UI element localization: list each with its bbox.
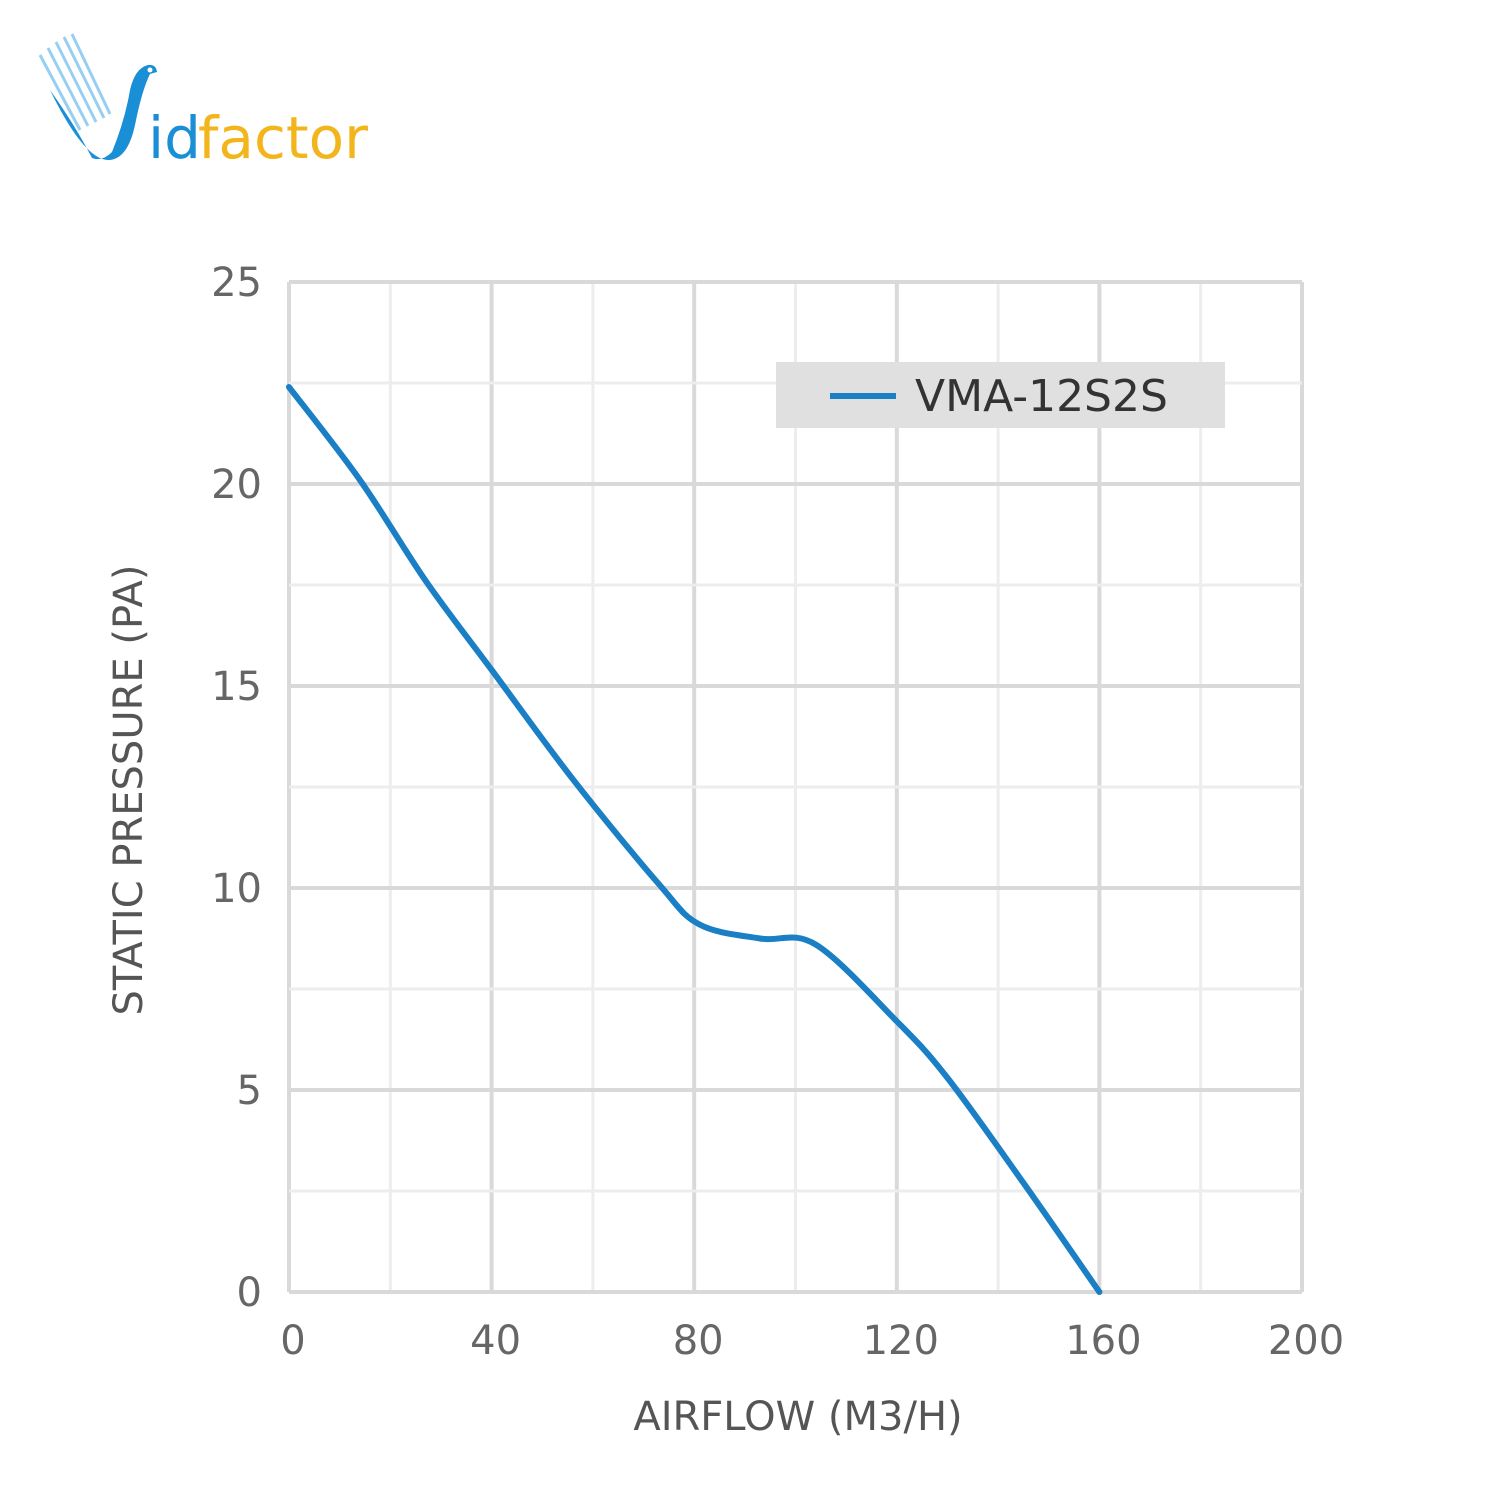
logo-text-gold: factor <box>198 104 368 172</box>
y-tick-label: 15 <box>211 664 262 710</box>
y-axis-title: STATIC PRESSURE (PA) <box>106 564 152 1015</box>
tick-labels: 0 40 80 120 160 200 0 5 10 15 20 25 <box>211 260 1344 1364</box>
x-tick-label: 80 <box>673 1318 724 1364</box>
y-tick-label: 25 <box>211 260 262 306</box>
x-tick-label: 120 <box>863 1318 939 1364</box>
x-tick-label: 0 <box>280 1318 305 1364</box>
x-tick-label: 40 <box>470 1318 521 1364</box>
logo-text-blue: id <box>148 104 201 172</box>
legend: VMA-12S2S <box>776 362 1225 428</box>
y-tick-label: 20 <box>211 462 262 508</box>
y-tick-label: 5 <box>237 1068 262 1114</box>
x-axis-title: AIRFLOW (M3/H) <box>633 1394 962 1440</box>
series-line-vma-12s2s <box>286 384 1103 1295</box>
x-tick-label: 200 <box>1268 1318 1344 1364</box>
legend-label: VMA-12S2S <box>915 371 1168 422</box>
y-tick-label: 10 <box>211 866 262 912</box>
x-tick-label: 160 <box>1065 1318 1141 1364</box>
y-tick-label: 0 <box>237 1270 262 1316</box>
grid <box>287 280 1304 1294</box>
bird-icon <box>38 33 157 161</box>
vidfactor-logo: id factor <box>38 33 368 172</box>
